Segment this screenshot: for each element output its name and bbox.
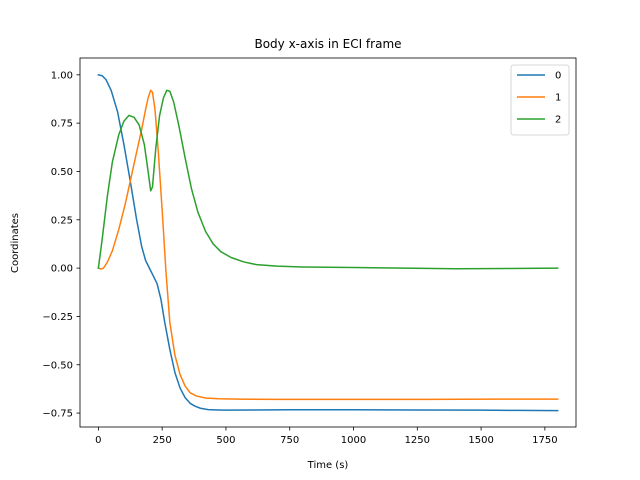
x-tick-label: 1500 bbox=[468, 435, 493, 446]
x-tick-label: 250 bbox=[153, 435, 172, 446]
x-tick-label: 1250 bbox=[405, 435, 430, 446]
x-tick-label: 500 bbox=[216, 435, 235, 446]
x-tick-label: 1750 bbox=[532, 435, 557, 446]
plot-frame bbox=[79, 57, 577, 428]
legend: 0 1 2 bbox=[510, 64, 570, 136]
legend-label-2: 2 bbox=[555, 115, 561, 126]
y-tick-label: 0.50 bbox=[51, 167, 73, 178]
x-tick-label: 0 bbox=[95, 435, 101, 446]
series-group bbox=[97, 73, 559, 412]
y-tick-label: −0.50 bbox=[42, 360, 73, 371]
series-line-1 bbox=[97, 89, 559, 401]
series-line-2 bbox=[97, 89, 559, 270]
y-tick-label: 0.75 bbox=[51, 119, 73, 130]
y-tick-label: −0.25 bbox=[42, 312, 73, 323]
legend-label-1: 1 bbox=[555, 93, 561, 104]
x-tick-label: 1000 bbox=[341, 435, 366, 446]
legend-box bbox=[510, 64, 570, 136]
y-tick-label: 1.00 bbox=[51, 70, 73, 81]
x-axis-label: Time (s) bbox=[307, 460, 349, 471]
series-line-0 bbox=[97, 73, 559, 412]
y-tick-label: 0.25 bbox=[51, 215, 73, 226]
y-axis-label: Coordinates bbox=[10, 213, 21, 273]
plot-area bbox=[79, 57, 577, 428]
y-axis: −0.75 −0.50 −0.25 0.00 0.25 0.50 0.75 1.00 bbox=[42, 70, 80, 420]
x-tick-label: 750 bbox=[280, 435, 299, 446]
y-tick-label: 0.00 bbox=[51, 264, 73, 275]
legend-label-0: 0 bbox=[555, 71, 561, 82]
x-axis: 0 250 500 750 1000 1250 1500 1750 bbox=[95, 427, 558, 446]
chart-title: Body x-axis in ECI frame bbox=[254, 37, 401, 51]
y-tick-label: −0.75 bbox=[42, 409, 73, 420]
